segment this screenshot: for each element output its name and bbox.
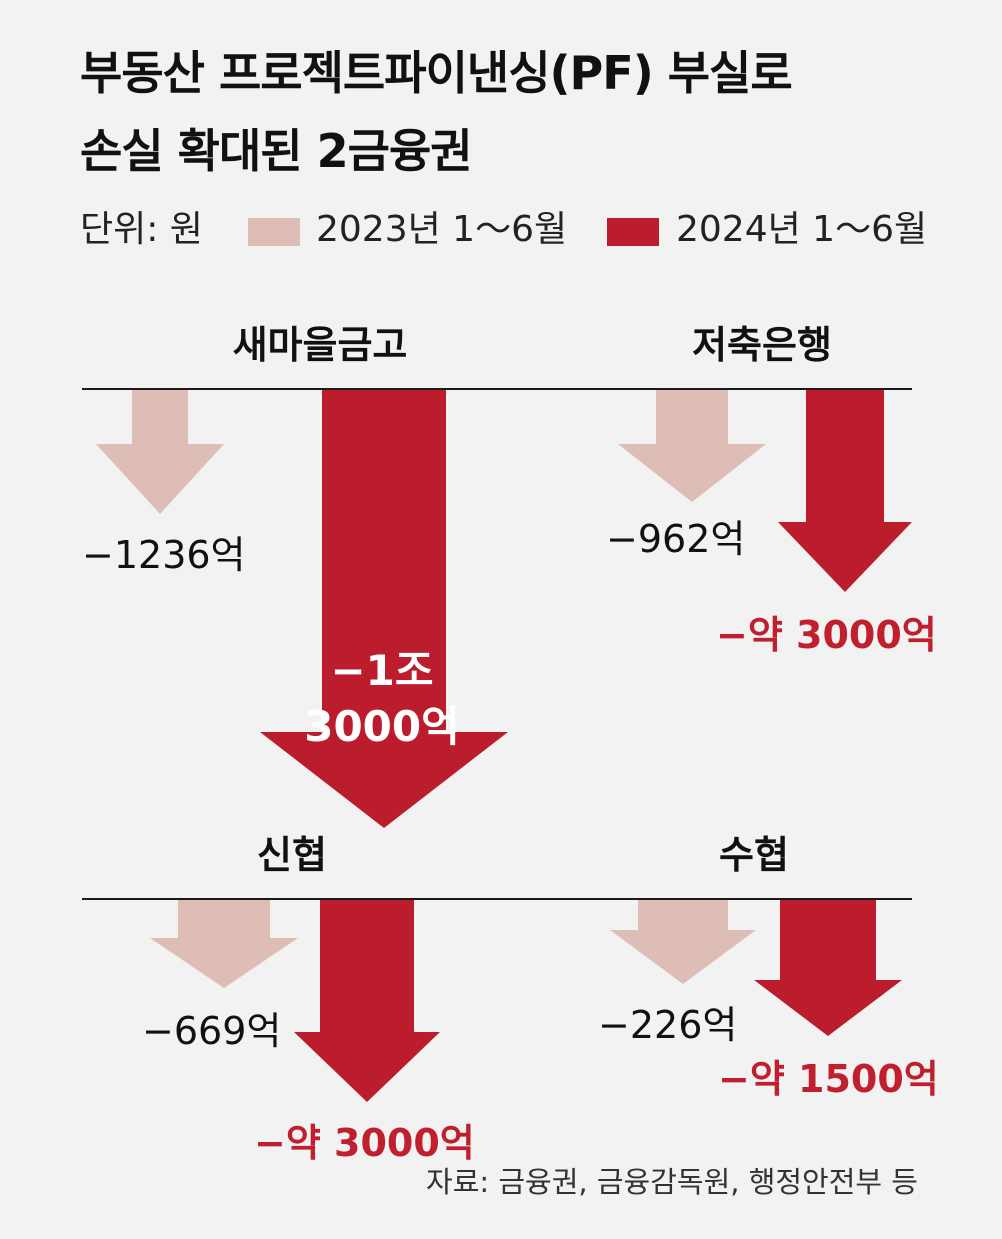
chart-title-line1: 부동산 프로젝트파이낸싱(PF) 부실로	[80, 46, 793, 100]
arrow-수협-2023	[610, 900, 756, 984]
value-label-saemaeul-2024-line1: −1조	[330, 646, 434, 695]
chart-title-line2: 손실 확대된 2금융권	[80, 124, 473, 178]
value-label-saemaeul-2023: −1236억	[82, 533, 246, 577]
value-label-saemaeul-2024-line2: 3000억	[304, 702, 460, 751]
value-label-shinhyup-2023: −669억	[142, 1009, 282, 1053]
baseline-bottom	[82, 898, 912, 900]
value-label-savings-2024: −약 3000억	[716, 613, 937, 657]
value-label-suhyup-2023: −226억	[598, 1003, 738, 1047]
value-label-suhyup-2024: −약 1500억	[718, 1057, 939, 1101]
arrow-새마을금고-2023	[96, 390, 224, 514]
arrow-신협-2024	[294, 900, 440, 1102]
legend-label-2024: 2024년 1～6월	[676, 209, 928, 250]
arrow-저축은행-2024	[778, 390, 912, 592]
arrow-신협-2023	[150, 900, 298, 988]
panel-title-savings-bank: 저축은행	[692, 323, 832, 367]
baseline-top	[82, 388, 912, 390]
legend-swatch-2023	[248, 218, 300, 246]
arrow-수협-2024	[754, 900, 902, 1036]
panel-title-shinhyup: 신협	[257, 833, 327, 877]
value-label-shinhyup-2024: −약 3000억	[254, 1121, 475, 1165]
legend-label-2023: 2023년 1～6월	[316, 209, 568, 250]
value-label-savings-2023: −962억	[606, 517, 746, 561]
panel-title-saemaeul: 새마을금고	[232, 323, 408, 367]
legend-swatch-2024	[607, 218, 659, 246]
arrow-저축은행-2023	[618, 390, 766, 502]
source-note: 자료: 금융권, 금융감독원, 행정안전부 등	[426, 1165, 918, 1199]
unit-label: 단위: 원	[80, 209, 203, 250]
arrow-새마을금고-2024	[260, 390, 508, 828]
panel-title-suhyup: 수협	[719, 833, 789, 877]
